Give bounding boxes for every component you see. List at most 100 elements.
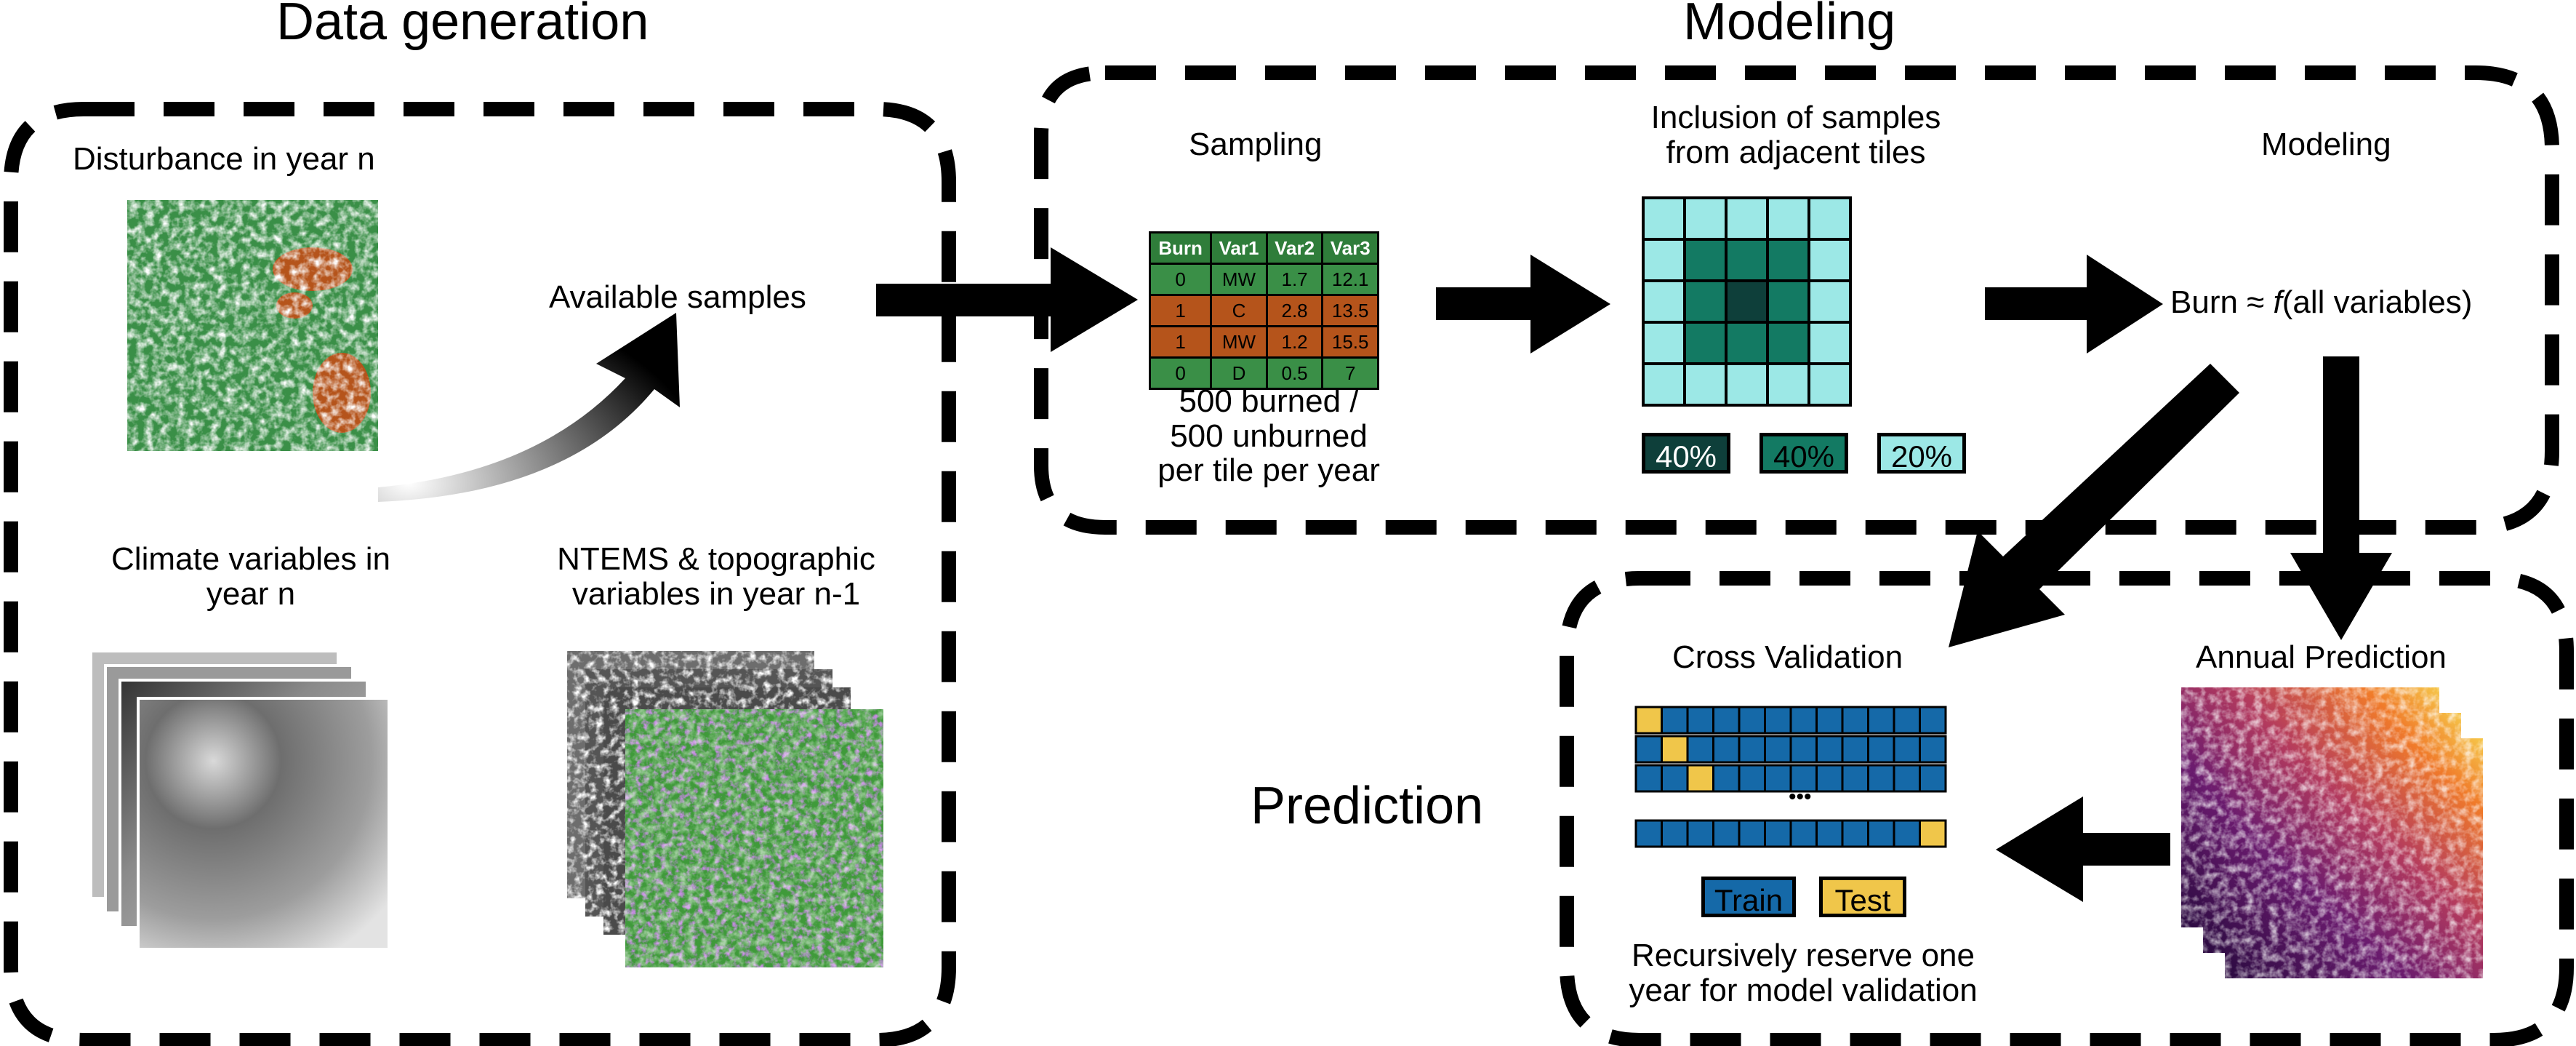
- prediction-box: [1560, 571, 2574, 1046]
- tile-cell: [1807, 362, 1852, 407]
- cv-test-cell: [1661, 735, 1689, 764]
- tile-cell: [1683, 196, 1728, 241]
- cv-train-cell: [1661, 819, 1689, 848]
- tile-cell: [1725, 279, 1769, 324]
- cv-train-cell: [1919, 706, 1947, 735]
- cv-train-cell: [1789, 706, 1818, 735]
- table-cell: 0: [1148, 263, 1213, 296]
- cv-train-cell: [1634, 735, 1663, 764]
- adjacent-tile-grid: [1642, 196, 1852, 407]
- cv-train-cell: [1841, 735, 1869, 764]
- legend-chip-outer: 20%: [1877, 433, 1966, 474]
- cv-train-cell: [1634, 819, 1663, 848]
- model-formula: Burn ≈ f(all variables): [2170, 284, 2473, 320]
- ntems-stack: [567, 651, 883, 967]
- table-header-cell: Burn: [1148, 231, 1213, 265]
- tile-cell: [1766, 238, 1810, 282]
- cv-title: Cross Validation: [1672, 639, 1903, 675]
- cv-train-cell: [1738, 819, 1766, 848]
- ntems-label: NTEMS & topographic variables in year n-1: [557, 541, 875, 612]
- cv-train-cell: [1893, 764, 1921, 793]
- table-cell: C: [1210, 294, 1268, 327]
- tile-cell: [1725, 362, 1769, 407]
- cv-train-cell: [1867, 706, 1895, 735]
- table-cell: 2.8: [1265, 294, 1324, 327]
- cv-train-cell: [1764, 735, 1792, 764]
- inclusion-title: Inclusion of samples from adjacent tiles: [1650, 100, 1941, 170]
- cv-ellipsis: •••: [1789, 785, 1812, 809]
- inclusion-to-modeling-arrow-icon: [1985, 255, 2163, 354]
- tile-cell: [1683, 362, 1728, 407]
- modeling-section-title: Modeling: [1683, 0, 1896, 51]
- cv-train-cell: [1686, 735, 1714, 764]
- table-row: 0 MW 1.7 12.1: [1148, 263, 1379, 296]
- disturbance-map: [127, 200, 378, 451]
- modeling-box: [1034, 65, 2559, 535]
- tile-cell: [1725, 238, 1769, 282]
- cv-train-cell: [1634, 764, 1663, 793]
- cv-train-cell: [1893, 735, 1921, 764]
- prediction-section-title: Prediction: [1251, 777, 1484, 835]
- table-row: 0 D 0.5 7: [1148, 356, 1379, 390]
- table-header-cell: Var2: [1265, 231, 1324, 265]
- tile-cell: [1683, 238, 1728, 282]
- tile-cell: [1725, 321, 1769, 365]
- legend-train: Train: [1701, 877, 1796, 917]
- cv-train-cell: [1919, 735, 1947, 764]
- table-cell: MW: [1210, 325, 1268, 359]
- sample-table: Burn Var1 Var2 Var3 0 MW 1.7 12.1 1 C 2.8 13.5 1 MW 1…: [1148, 231, 1379, 390]
- tile-cell: [1683, 279, 1728, 324]
- available-samples-label: Available samples: [549, 279, 806, 315]
- tile-cell: [1766, 321, 1810, 365]
- cv-caption: Recursively reserve one year for model va…: [1629, 938, 1978, 1008]
- cv-train-cell: [1815, 819, 1844, 848]
- cv-test-cell: [1919, 819, 1947, 848]
- cv-train-cell: [1686, 706, 1714, 735]
- cv-train-cell: [1789, 819, 1818, 848]
- cv-train-cell: [1764, 819, 1792, 848]
- tile-cell: [1725, 196, 1769, 241]
- tile-cell: [1683, 321, 1728, 365]
- sampling-to-inclusion-arrow-icon: [1436, 255, 1610, 354]
- cv-train-cell: [1841, 819, 1869, 848]
- table-cell: 15.5: [1321, 325, 1379, 359]
- table-cell: 13.5: [1321, 294, 1379, 327]
- cv-train-cell: [1764, 764, 1792, 793]
- table-cell: 1.2: [1265, 325, 1324, 359]
- data-generation-box: [4, 102, 956, 1046]
- cv-train-cell: [1661, 764, 1689, 793]
- table-row: 1 MW 1.2 15.5: [1148, 325, 1379, 359]
- legend-test: Test: [1819, 877, 1906, 917]
- cv-train-cell: [1893, 819, 1921, 848]
- table-row: 1 C 2.8 13.5: [1148, 294, 1379, 327]
- table-cell: MW: [1210, 263, 1268, 296]
- cv-train-cell: [1712, 764, 1741, 793]
- cv-train-cell: [1841, 706, 1869, 735]
- tile-cell: [1807, 279, 1852, 324]
- generation-to-sampling-arrow-icon: [876, 247, 1138, 352]
- tile-cell: [1807, 196, 1852, 241]
- tile-cell: [1807, 238, 1852, 282]
- tile-cell: [1807, 321, 1852, 365]
- cv-train-cell: [1815, 735, 1844, 764]
- cv-train-cell: [1738, 735, 1766, 764]
- data-generation-title: Data generation: [276, 0, 649, 51]
- cv-train-cell: [1919, 764, 1947, 793]
- cv-train-cell: [1738, 706, 1766, 735]
- table-cell: 0.5: [1265, 356, 1324, 390]
- tile-cell: [1642, 362, 1686, 407]
- cv-train-cell: [1893, 706, 1921, 735]
- sampling-title: Sampling: [1189, 127, 1323, 162]
- sampling-caption: 500 burned /500 unburned per tile per yea…: [1157, 383, 1380, 489]
- modeling-to-cv-arrow-icon: [1949, 364, 2239, 647]
- tile-cell: [1642, 321, 1686, 365]
- climate-stack: [89, 650, 390, 951]
- legend-chip-adjacent: 40%: [1760, 433, 1848, 474]
- table-cell: 1: [1148, 325, 1213, 359]
- annual-prediction-stack: [2181, 687, 2483, 978]
- table-cell: 1: [1148, 294, 1213, 327]
- cv-train-cell: [1738, 764, 1766, 793]
- climate-label: Climate variables in year n: [111, 541, 390, 612]
- annual-to-cv-arrow-icon: [1996, 797, 2170, 902]
